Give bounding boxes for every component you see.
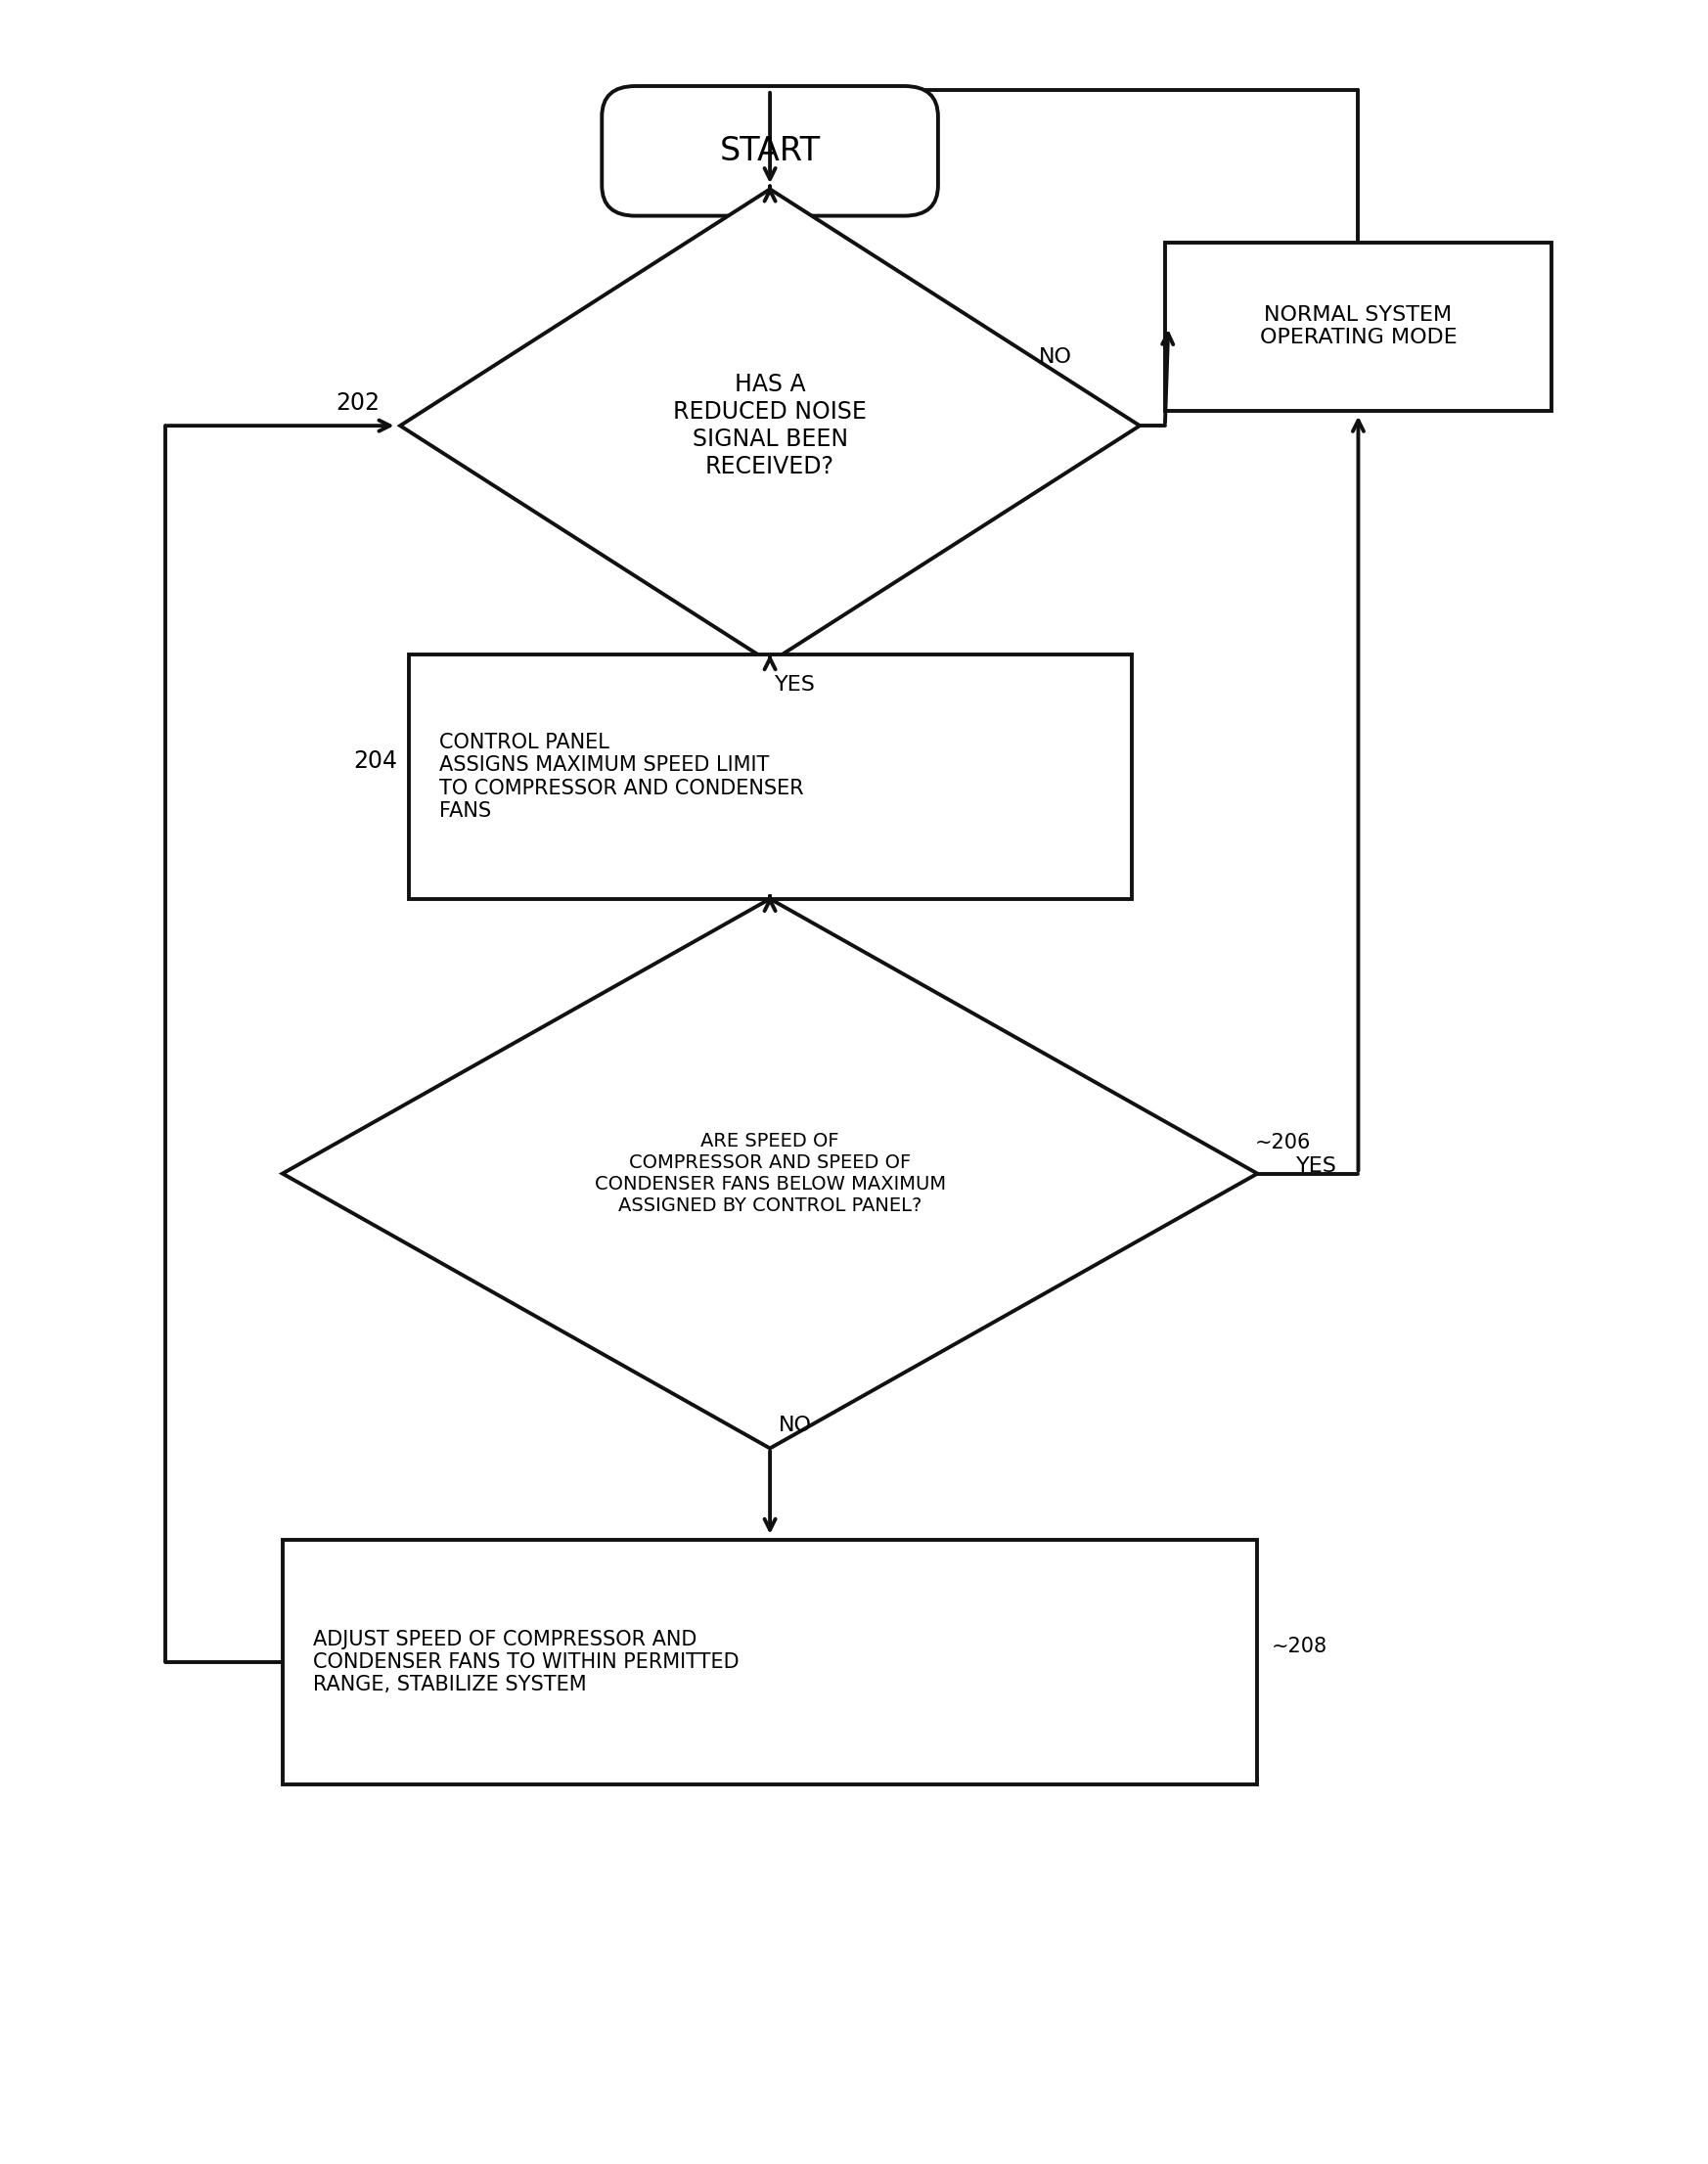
Text: ADJUST SPEED OF COMPRESSOR AND
CONDENSER FANS TO WITHIN PERMITTED
RANGE, STABILI: ADJUST SPEED OF COMPRESSOR AND CONDENSER…	[313, 1629, 740, 1694]
FancyBboxPatch shape	[601, 87, 938, 216]
Text: YES: YES	[1296, 1156, 1337, 1175]
Bar	[1165, 242, 1551, 411]
Polygon shape	[400, 188, 1139, 662]
Text: CONTROL PANEL
ASSIGNS MAXIMUM SPEED LIMIT
TO COMPRESSOR AND CONDENSER
FANS: CONTROL PANEL ASSIGNS MAXIMUM SPEED LIMI…	[439, 734, 803, 820]
Text: START: START	[719, 134, 820, 167]
Bar	[408, 656, 1131, 898]
Text: HAS A
REDUCED NOISE
SIGNAL BEEN
RECEIVED?: HAS A REDUCED NOISE SIGNAL BEEN RECEIVED…	[673, 372, 866, 478]
Text: 202: 202	[336, 392, 381, 415]
Text: ~206: ~206	[1255, 1134, 1310, 1153]
Text: ARE SPEED OF
COMPRESSOR AND SPEED OF
CONDENSER FANS BELOW MAXIMUM
ASSIGNED BY CO: ARE SPEED OF COMPRESSOR AND SPEED OF CON…	[594, 1132, 946, 1216]
Polygon shape	[282, 898, 1257, 1448]
Text: NO: NO	[779, 1415, 811, 1435]
Text: 204: 204	[354, 749, 396, 773]
Bar	[282, 1541, 1257, 1783]
Text: NO: NO	[1038, 346, 1073, 366]
Text: NORMAL SYSTEM
OPERATING MODE: NORMAL SYSTEM OPERATING MODE	[1259, 305, 1457, 348]
Text: ~208: ~208	[1271, 1636, 1327, 1655]
Text: YES: YES	[775, 675, 816, 695]
